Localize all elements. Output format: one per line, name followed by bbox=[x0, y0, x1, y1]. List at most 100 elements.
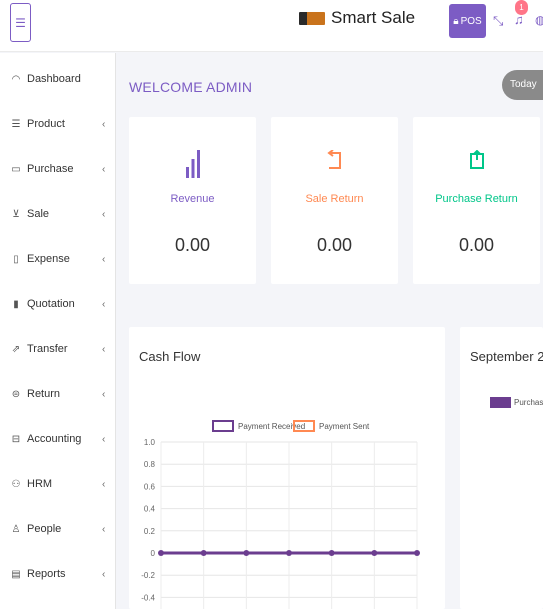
legend-swatch bbox=[293, 420, 315, 432]
legend-payment-received[interactable]: Payment Received bbox=[212, 420, 305, 432]
brand-logo bbox=[299, 11, 325, 25]
data-point[interactable] bbox=[328, 550, 335, 556]
legend-swatch bbox=[490, 397, 511, 408]
cart-icon: ⊻ bbox=[12, 208, 20, 220]
brand-name: Smart Sale bbox=[331, 8, 416, 27]
revenue-card: Revenue 0.00 bbox=[129, 117, 256, 284]
sidebar-item-label: Transfer bbox=[27, 343, 68, 355]
legend-payment-sent[interactable]: Payment Sent bbox=[293, 420, 369, 432]
today-filter-button[interactable]: Today bbox=[502, 70, 543, 100]
card-title: Revenue bbox=[170, 193, 215, 205]
chevron-left-icon: ‹ bbox=[102, 433, 106, 445]
y-tick-label: -0.4 bbox=[141, 593, 155, 602]
purchase-icon: ▭ bbox=[11, 163, 21, 175]
sidebar-item-label: Accounting bbox=[27, 433, 82, 445]
data-point[interactable] bbox=[371, 550, 378, 556]
sidebar-item-label: Dashboard bbox=[27, 73, 81, 85]
bell-icon[interactable]: ♫ bbox=[514, 12, 524, 27]
card-value: 0.00 bbox=[316, 235, 353, 255]
sidebar-item-label: Product bbox=[27, 118, 65, 130]
sidebar-item-label: Purchase bbox=[27, 163, 74, 175]
return-icon bbox=[271, 149, 398, 176]
chevron-left-icon: ‹ bbox=[102, 568, 106, 580]
sidebar-item-transfer[interactable]: ⇗ Transfer ‹ bbox=[0, 336, 116, 362]
pos-label: POS bbox=[460, 15, 482, 27]
reports-icon: ▤ bbox=[11, 568, 21, 580]
y-tick-label: 0.8 bbox=[144, 460, 156, 469]
data-point[interactable] bbox=[200, 550, 207, 556]
transfer-icon: ⇗ bbox=[11, 343, 21, 355]
y-tick-label: 1.0 bbox=[144, 438, 156, 447]
card-title: Sale Return bbox=[305, 193, 364, 205]
sidebar-item-product[interactable]: ☰ Product ‹ bbox=[0, 111, 116, 137]
sidebar-item-quotation[interactable]: ▮ Quotation ‹ bbox=[0, 291, 116, 317]
chevron-left-icon: ‹ bbox=[102, 208, 106, 220]
chevron-left-icon: ‹ bbox=[102, 253, 106, 265]
card-value: 0.00 bbox=[458, 235, 495, 255]
menu-toggle-button[interactable]: ☰ bbox=[10, 3, 31, 42]
sidebar-item-reports[interactable]: ▤ Reports ‹ bbox=[0, 561, 116, 587]
sidebar-item-label: People bbox=[27, 523, 62, 535]
legend-item: Purchase bbox=[490, 397, 543, 408]
chevron-left-icon: ‹ bbox=[102, 478, 106, 490]
data-point[interactable] bbox=[243, 550, 250, 556]
sidebar-item-label: Quotation bbox=[27, 298, 75, 310]
brand[interactable]: Smart Sale bbox=[299, 8, 415, 28]
legend-swatch bbox=[212, 420, 234, 432]
lock-icon: 🔒︎ bbox=[453, 15, 459, 27]
chevron-left-icon: ‹ bbox=[102, 388, 106, 400]
expense-icon: ▯ bbox=[13, 253, 19, 265]
chevron-left-icon: ‹ bbox=[102, 298, 106, 310]
sidebar-item-accounting[interactable]: ⊟ Accounting ‹ bbox=[0, 426, 116, 452]
legend-label: Payment Sent bbox=[319, 421, 370, 431]
purchase-return-card: Purchase Return 0.00 bbox=[413, 117, 540, 284]
sidebar-item-label: Expense bbox=[27, 253, 70, 265]
top-header: ☰ Smart Sale 🔒︎ POS ⤡ ♫ 1 ◍ bbox=[0, 0, 543, 52]
sidebar-item-people[interactable]: ♙ People ‹ bbox=[0, 516, 116, 542]
sidebar-item-dashboard[interactable]: ◠ Dashboard bbox=[0, 66, 116, 92]
sidebar-item-sale[interactable]: ⊻ Sale ‹ bbox=[0, 201, 116, 227]
data-point[interactable] bbox=[414, 550, 420, 556]
return-icon: ⊜ bbox=[11, 388, 21, 400]
hamburger-icon: ☰ bbox=[15, 15, 26, 30]
sidebar-item-label: Sale bbox=[27, 208, 50, 220]
pos-button[interactable]: 🔒︎ POS bbox=[449, 4, 486, 38]
cash-flow-chart: 1.0 0.8 0.6 0.4 0.2 0 -0.2 -0.4 bbox=[141, 438, 420, 609]
people-icon: ♙ bbox=[11, 523, 21, 535]
product-icon: ☰ bbox=[11, 118, 21, 130]
sidebar-item-purchase[interactable]: ▭ Purchase ‹ bbox=[0, 156, 116, 182]
card-title: Purchase Return bbox=[435, 193, 518, 205]
y-tick-label: 0.4 bbox=[144, 505, 156, 514]
quotation-icon: ▮ bbox=[13, 298, 19, 310]
sidebar-item-return[interactable]: ⊜ Return ‹ bbox=[0, 381, 116, 407]
sidebar: ◠ Dashboard ☰ Product ‹ ▭ Purchase ‹ ⊻ Sale ‹ ▯ Expe… bbox=[0, 53, 116, 609]
accounting-icon: ⊟ bbox=[11, 433, 21, 445]
chevron-left-icon: ‹ bbox=[102, 118, 106, 130]
notification-badge: 1 bbox=[515, 0, 528, 15]
cash-flow-panel: Cash Flow bbox=[129, 327, 445, 609]
fullscreen-icon[interactable]: ⤡ bbox=[493, 13, 504, 28]
sidebar-item-hrm[interactable]: ⚇ HRM ‹ bbox=[0, 471, 116, 497]
y-tick-label: 0.6 bbox=[144, 482, 156, 491]
chevron-left-icon: ‹ bbox=[102, 163, 106, 175]
monthly-panel: September 2021 Purchase bbox=[460, 327, 543, 609]
bar-chart-icon bbox=[129, 150, 256, 184]
globe-icon[interactable]: ◍ bbox=[535, 13, 543, 27]
sidebar-item-label: Return bbox=[27, 388, 61, 400]
sidebar-item-expense[interactable]: ▯ Expense ‹ bbox=[0, 246, 116, 272]
panel-title: Cash Flow bbox=[139, 349, 201, 364]
dashboard-icon: ◠ bbox=[11, 73, 21, 85]
y-tick-label: 0.2 bbox=[144, 527, 156, 536]
sale-return-card: Sale Return 0.00 bbox=[271, 117, 398, 284]
y-tick-label: -0.2 bbox=[141, 571, 155, 580]
refresh-icon bbox=[413, 149, 540, 176]
chevron-left-icon: ‹ bbox=[102, 523, 106, 535]
sidebar-item-label: HRM bbox=[27, 478, 53, 490]
data-point[interactable] bbox=[158, 550, 164, 556]
hrm-icon: ⚇ bbox=[11, 478, 21, 490]
sidebar-item-label: Reports bbox=[27, 568, 66, 580]
page-title: WELCOME ADMIN bbox=[129, 79, 253, 95]
panel-title: September 2021 bbox=[470, 349, 543, 364]
y-tick-label: 0 bbox=[151, 549, 156, 558]
data-point[interactable] bbox=[286, 550, 292, 556]
